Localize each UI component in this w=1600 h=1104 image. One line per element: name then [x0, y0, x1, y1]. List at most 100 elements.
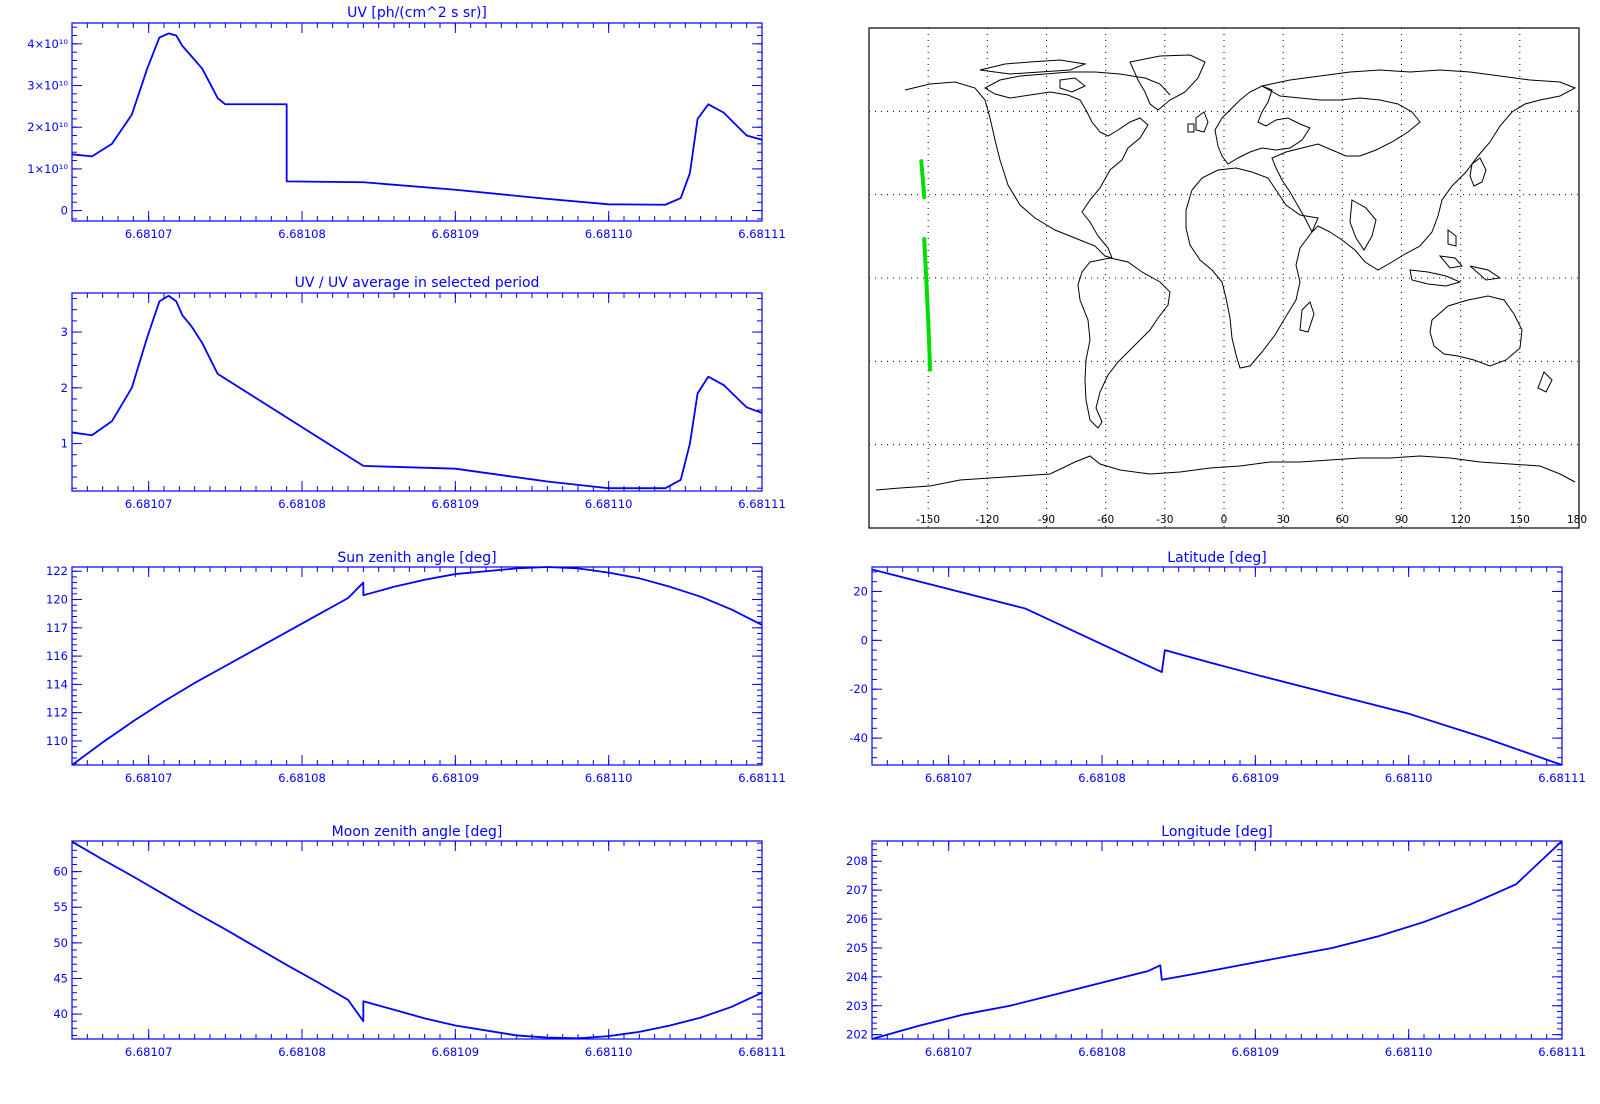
y-tick-label: 205	[846, 941, 868, 955]
y-tick-label: 55	[53, 900, 68, 914]
map-lon-tick-label: -60	[1097, 514, 1114, 526]
y-tick-label: 110	[46, 734, 68, 748]
y-tick-label: 20	[853, 584, 868, 598]
y-tick-label: 206	[846, 912, 868, 926]
x-tick-label: 6.68107	[125, 1045, 173, 1059]
y-tick-label: -20	[849, 682, 868, 696]
y-tick-label: 207	[846, 883, 868, 897]
plot-frame	[71, 292, 763, 492]
x-tick-label: 6.68111	[738, 1045, 786, 1059]
plot-frame	[871, 566, 1563, 766]
y-tick-label: 4×10¹⁰	[27, 37, 68, 51]
coast-madagascar	[1299, 301, 1315, 333]
y-tick-label: 40	[53, 1007, 68, 1021]
coast-india	[1349, 199, 1377, 251]
coast-north-america	[904, 71, 1171, 259]
y-tick-label: 2	[61, 381, 68, 395]
map-lon-tick-label: 0	[1221, 514, 1228, 526]
x-tick-label: 6.68107	[125, 771, 173, 785]
map-lon-tick-label: -120	[975, 514, 999, 526]
x-tick-label: 6.68111	[1538, 1045, 1586, 1059]
y-tick-label: 3	[61, 325, 68, 339]
x-tick-label: 6.68110	[585, 1045, 633, 1059]
plot-frame	[71, 840, 763, 1040]
plot-frame	[71, 566, 763, 766]
coast-japan	[1469, 157, 1487, 187]
coast-antarctica	[875, 455, 1576, 491]
track-segment	[919, 159, 927, 200]
y-tick-label: -40	[849, 731, 868, 745]
y-tick-label: 112	[46, 706, 68, 720]
y-tick-label: 60	[53, 865, 68, 879]
x-tick-label: 6.68109	[432, 1045, 480, 1059]
x-tick-label: 6.68109	[432, 227, 480, 241]
y-tick-label: 204	[846, 970, 868, 984]
y-tick-label: 208	[846, 854, 868, 868]
uv-ratio-title: UV / UV average in selected period	[295, 275, 540, 291]
latitude-series-line	[871, 568, 1563, 766]
coast-indonesia	[1409, 229, 1502, 287]
x-tick-label: 6.68108	[278, 497, 326, 511]
y-tick-label: 122	[46, 564, 68, 578]
coast-africa	[1185, 167, 1319, 369]
coast-uk	[1187, 111, 1209, 133]
uv-ratio-panel: 6.68107 6.68108 6.68109 6.68110 6.68111 1 2 3	[61, 292, 786, 511]
coast-arctic-islands	[979, 59, 1087, 93]
x-tick-label: 6.68109	[432, 771, 480, 785]
world-map: -150 -120 -90 -60 -30 0 30 60 90 120 150 180	[868, 27, 1587, 529]
x-tick-label: 6.68107	[125, 497, 173, 511]
y-tick-label: 116	[46, 649, 68, 663]
map-lon-tick-label: 60	[1336, 514, 1349, 526]
x-tick-label: 6.68108	[278, 771, 326, 785]
x-tick-label: 6.68111	[738, 771, 786, 785]
x-tick-label: 6.68111	[738, 227, 786, 241]
coast-greenland	[1129, 54, 1206, 111]
x-tick-label: 6.68109	[1232, 1045, 1280, 1059]
longitude-panel: 6.68107 6.68108 6.68109 6.68110 6.68111 202 20…	[846, 840, 1586, 1059]
latitude-title: Latitude [deg]	[1167, 550, 1266, 566]
x-tick-label: 6.68108	[278, 1045, 326, 1059]
x-tick-label: 6.68107	[925, 771, 973, 785]
satellite-track	[919, 159, 933, 372]
x-tick-label: 6.68107	[925, 1045, 973, 1059]
y-tick-label: 120	[46, 593, 68, 607]
coast-europe	[1214, 85, 1311, 165]
uv-title: UV [ph/(cm^2 s sr)]	[347, 5, 487, 21]
y-tick-label: 203	[846, 999, 868, 1013]
map-lon-tick-label: -30	[1156, 514, 1173, 526]
map-lon-tick-label: 30	[1276, 514, 1289, 526]
x-tick-label: 6.68110	[1385, 771, 1433, 785]
longitude-title: Longitude [deg]	[1161, 824, 1272, 840]
sun-zenith-series-line	[71, 566, 763, 766]
uv-series-line	[71, 32, 763, 206]
y-tick-label: 0	[861, 633, 868, 647]
track-segment	[922, 237, 933, 372]
y-tick-label: 1×10¹⁰	[27, 162, 68, 176]
sun-zenith-title: Sun zenith angle [deg]	[337, 550, 496, 566]
map-lon-tick-label: 180	[1567, 514, 1587, 526]
map-lon-tick-label: -90	[1038, 514, 1055, 526]
map-lon-tick-label: 90	[1395, 514, 1408, 526]
plot-frame	[71, 22, 763, 222]
y-tick-label: 117	[46, 621, 68, 635]
moon-zenith-panel: 6.68107 6.68108 6.68109 6.68110 6.68111 40 45 5…	[53, 840, 786, 1059]
x-tick-label: 6.68110	[585, 771, 633, 785]
map-lon-tick-label: 150	[1510, 514, 1530, 526]
uv-ratio-series-line	[71, 294, 763, 490]
x-tick-label: 6.68111	[1538, 771, 1586, 785]
y-tick-label: 45	[53, 971, 68, 985]
y-tick-label: 202	[846, 1028, 868, 1042]
y-tick-label: 1	[61, 437, 68, 451]
sun-zenith-panel: 6.68107 6.68108 6.68109 6.68110 6.68111 110 11…	[46, 564, 786, 785]
map-coastlines	[875, 54, 1577, 491]
y-tick-label: 114	[46, 677, 68, 691]
map-longitude-ticks: -150 -120 -90 -60 -30 0 30 60 90 120 150 180	[916, 514, 1587, 526]
y-tick-label: 50	[53, 936, 68, 950]
x-tick-label: 6.68108	[1078, 1045, 1126, 1059]
moon-zenith-series-line	[71, 840, 763, 1040]
x-tick-label: 6.68107	[125, 227, 173, 241]
plot-frame	[871, 840, 1563, 1040]
x-tick-label: 6.68110	[1385, 1045, 1433, 1059]
